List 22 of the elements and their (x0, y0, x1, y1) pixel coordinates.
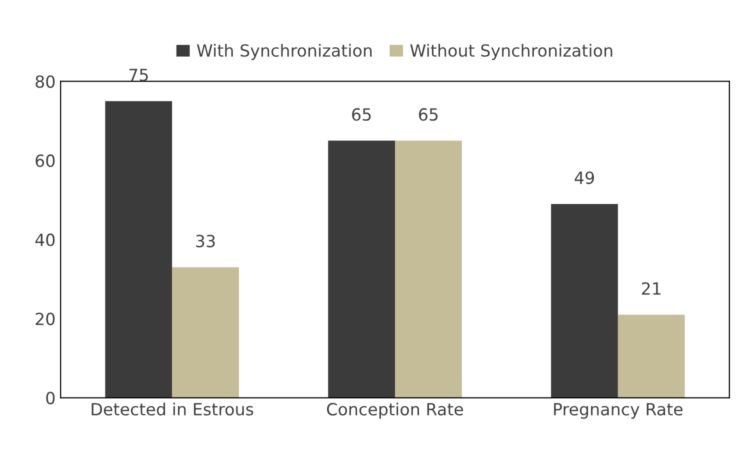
bar (394, 140, 462, 398)
data-label: 49 (574, 171, 594, 184)
bar (618, 314, 685, 398)
bar (328, 140, 395, 398)
y-tick-label: 80 (36, 75, 55, 88)
y-tick-label: 20 (36, 312, 55, 326)
y-tick-label: 60 (36, 154, 55, 168)
x-tick-label: Conception Rate (327, 402, 464, 419)
bar (172, 267, 239, 398)
data-label: 65 (418, 108, 438, 121)
bar (551, 204, 618, 398)
data-label: 65 (352, 108, 371, 121)
bar (105, 101, 172, 398)
x-tick-label: Detected in Estrous (92, 402, 254, 416)
legend-label: Without Synchronization (410, 44, 612, 60)
legend-label: With Synchronization (196, 44, 372, 60)
data-label: 21 (642, 282, 660, 295)
x-tick-label: Pregnancy Rate (554, 403, 683, 419)
data-label: 75 (129, 68, 148, 82)
y-tick-label: 40 (35, 234, 55, 246)
y-tick-label: 0 (46, 392, 55, 404)
data-label: 33 (196, 234, 215, 248)
